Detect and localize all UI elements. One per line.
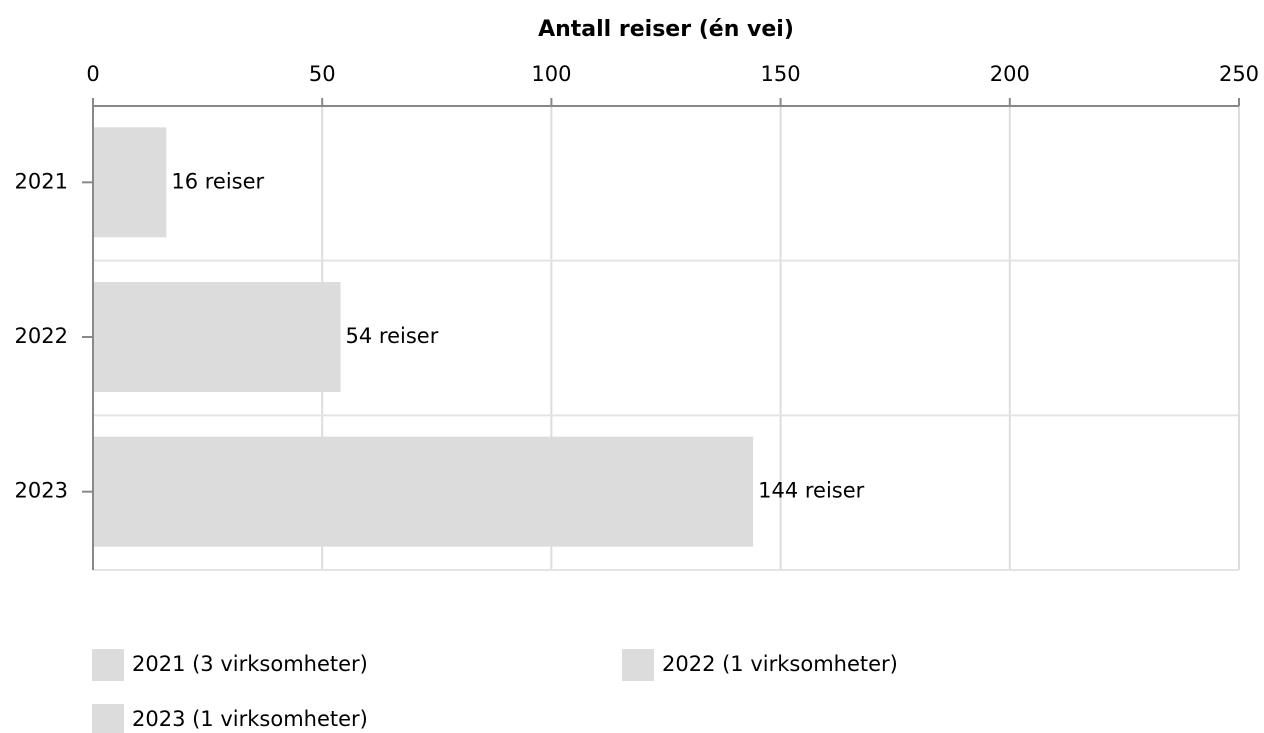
legend-swatch xyxy=(622,649,654,681)
legend-label: 2021 (3 virksomheter) xyxy=(132,652,368,676)
y-tick-label: 2021 xyxy=(15,169,68,193)
bar xyxy=(93,282,341,392)
y-tick-label: 2022 xyxy=(15,324,68,348)
axis-title: Antall reiser (én vei) xyxy=(538,17,794,42)
bar xyxy=(93,436,754,547)
x-tick-label: 0 xyxy=(86,62,99,86)
x-tick-label: 250 xyxy=(1219,62,1259,86)
x-tick-label: 100 xyxy=(531,62,571,86)
legend-label: 2022 (1 virksomheter) xyxy=(662,652,898,676)
x-tick-label: 50 xyxy=(309,62,336,86)
y-tick-label: 2023 xyxy=(15,479,68,503)
value-label: 144 reiser xyxy=(758,479,865,503)
x-tick-label: 200 xyxy=(990,62,1030,86)
value-label: 16 reiser xyxy=(171,169,264,193)
value-label: 54 reiser xyxy=(346,324,439,348)
legend-swatch xyxy=(92,649,124,681)
legend-swatch xyxy=(92,704,124,733)
x-tick-label: 150 xyxy=(761,62,801,86)
bar xyxy=(93,127,167,238)
legend-label: 2023 (1 virksomheter) xyxy=(132,707,368,731)
